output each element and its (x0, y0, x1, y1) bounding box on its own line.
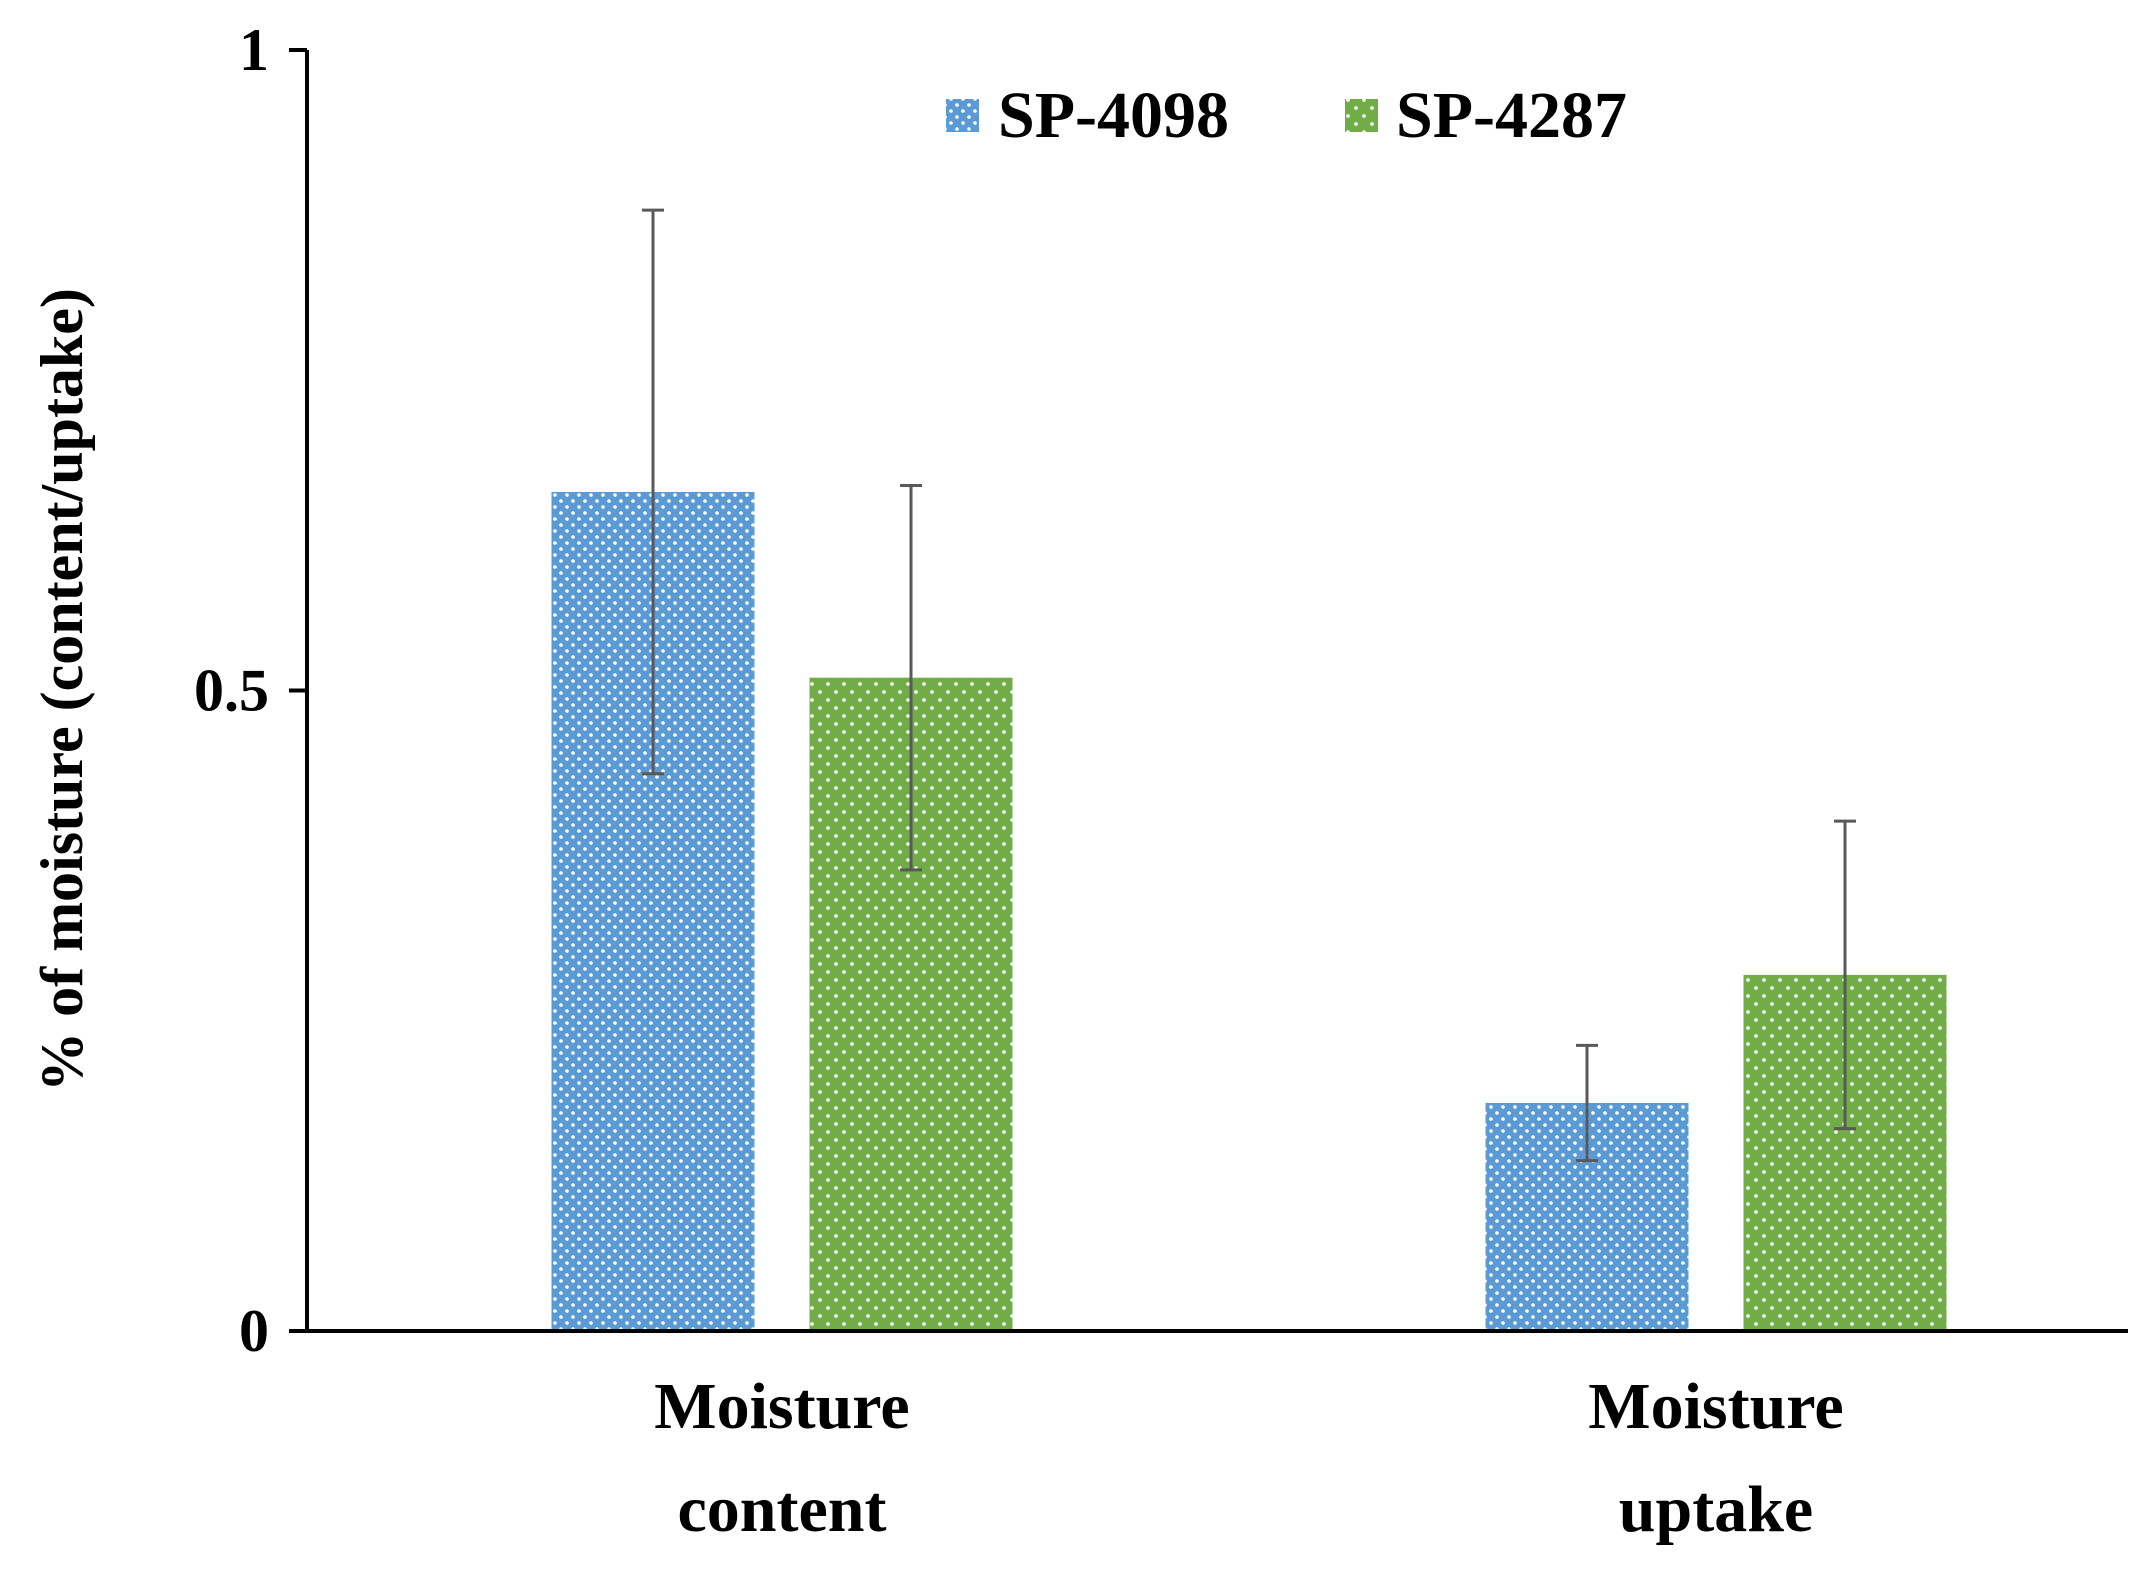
error-bars-layer (642, 208, 1856, 1163)
legend-swatch (1345, 99, 1378, 132)
y-tick-label: 0.5 (194, 658, 269, 724)
legend-label: SP-4287 (1396, 79, 1627, 152)
x-category-label: Moisture content (654, 1370, 909, 1546)
y-tick-label: 0 (239, 1298, 269, 1364)
legend: SP-4098 SP-4287 (946, 79, 1627, 152)
legend-item-sp-4098: SP-4098 (946, 79, 1229, 152)
axes-layer (289, 48, 2128, 1333)
y-axis-title: % of moisture (content/uptake) (29, 288, 95, 1092)
bars-layer (551, 491, 1947, 1331)
error-bar-sp-4098-content (642, 208, 664, 776)
error-bar-sp-4098-uptake (1576, 1043, 1598, 1163)
labels-layer: 0 0.5 1 Moisture content Moisture uptake % of m… (29, 17, 1844, 1546)
legend-item-sp-4287: SP-4287 (1345, 79, 1627, 152)
error-bar-sp-4287-uptake (1834, 819, 1856, 1131)
y-tick-label: 1 (239, 17, 269, 83)
legend-swatch (946, 99, 979, 132)
error-bar-sp-4287-content (900, 484, 922, 872)
x-category-label: Moisture uptake (1588, 1370, 1843, 1546)
legend-label: SP-4098 (998, 79, 1229, 152)
